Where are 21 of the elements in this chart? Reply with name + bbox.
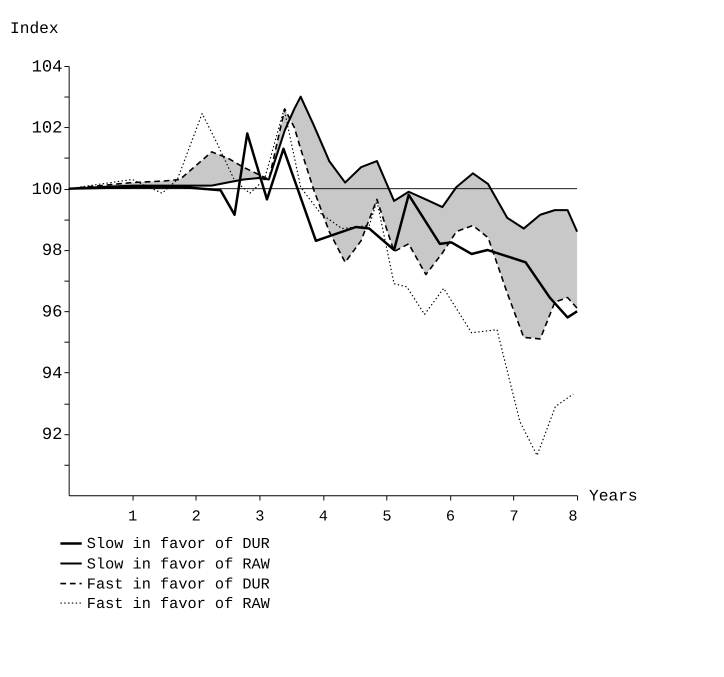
legend-label: Slow in favor of DUR: [86, 535, 270, 554]
y-tick-label: 100: [32, 180, 62, 200]
y-tick-label: 94: [42, 364, 62, 384]
x-tick-label: 7: [509, 508, 519, 526]
y-tick-label: 96: [42, 304, 62, 323]
legend-label: Fast in favor of DUR: [86, 575, 270, 594]
x-tick-label: 6: [446, 508, 456, 526]
x-tick-label: 5: [382, 508, 392, 526]
x-tick-label: 4: [318, 508, 328, 526]
y-tick-label: 92: [42, 426, 62, 446]
y-tick-label: 102: [32, 120, 62, 139]
y-axis-title: Index: [10, 20, 59, 38]
x-tick-label: 1: [128, 508, 138, 526]
legend-label: Fast in favor of RAW: [86, 594, 271, 613]
x-tick-label: 8: [568, 508, 578, 526]
x-axis-title: Years: [589, 488, 638, 506]
x-tick-label: 3: [255, 508, 264, 526]
legend-label: Slow in favor of RAW: [86, 555, 271, 574]
x-tick-label: 2: [192, 508, 201, 526]
y-tick-label: 104: [32, 58, 62, 78]
y-tick-label: 98: [42, 242, 62, 262]
